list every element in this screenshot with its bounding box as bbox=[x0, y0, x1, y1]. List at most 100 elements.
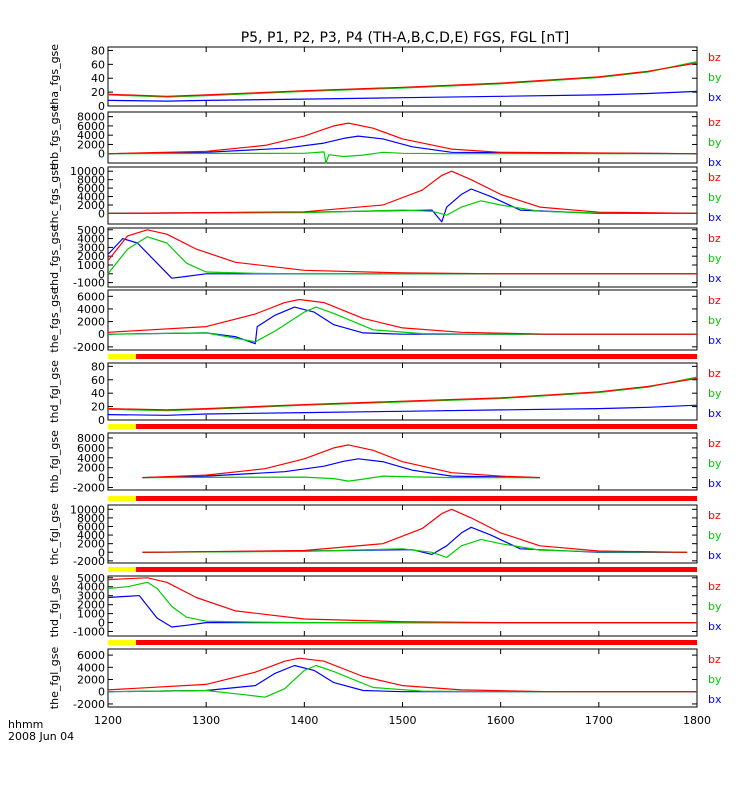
y-tick-label: 3000 bbox=[77, 590, 105, 603]
status-bar-red bbox=[136, 424, 697, 429]
status-bar-red bbox=[136, 567, 697, 572]
y-tick-label: 3000 bbox=[77, 241, 105, 254]
x-axis-label-hhmm: hhmm bbox=[8, 718, 43, 731]
legend-bz: bz bbox=[708, 116, 721, 129]
series-line-bx bbox=[107, 306, 697, 345]
series-line-by bbox=[142, 538, 688, 559]
x-axis-label-date: 2008 Jun 04 bbox=[8, 730, 74, 743]
series-line-by bbox=[107, 306, 697, 343]
y-tick-label: 10000 bbox=[70, 165, 105, 178]
y-tick-label: 8000 bbox=[77, 432, 105, 445]
y-axis-label: thc_fgl_gse bbox=[48, 503, 61, 565]
panel-frame bbox=[107, 504, 698, 564]
y-tick-label: 4000 bbox=[77, 233, 105, 246]
series-line-bz bbox=[107, 298, 697, 335]
series-line-bx bbox=[142, 458, 540, 479]
y-axis-label: thb_fgs_gse bbox=[48, 105, 61, 171]
series-line-bx bbox=[107, 664, 697, 693]
series-line-by bbox=[107, 376, 698, 412]
y-tick-label: 8000 bbox=[77, 174, 105, 187]
series-line-bz bbox=[107, 170, 698, 214]
x-tick-label: 1500 bbox=[389, 714, 417, 727]
panel-frame bbox=[107, 166, 698, 225]
y-tick-label: 4000 bbox=[77, 661, 105, 674]
legend-bx: bx bbox=[708, 156, 722, 169]
y-tick-label: 4000 bbox=[77, 529, 105, 542]
y-tick-label: 5000 bbox=[77, 572, 105, 585]
y-tick-label: 40 bbox=[91, 72, 105, 85]
panel-frame bbox=[107, 575, 698, 637]
legend-bx: bx bbox=[708, 620, 722, 633]
series-line-by bbox=[107, 151, 697, 164]
status-bar-yellow bbox=[108, 424, 136, 429]
legend-bz: bz bbox=[708, 509, 721, 522]
series-line-bx bbox=[107, 188, 697, 223]
y-tick-label: 80 bbox=[91, 44, 105, 57]
y-tick-label: 5000 bbox=[77, 224, 105, 237]
y-tick-label: 2000 bbox=[77, 316, 105, 329]
legend-by: by bbox=[708, 252, 722, 265]
panel-frame bbox=[107, 227, 698, 288]
status-bar-yellow bbox=[108, 496, 136, 501]
legend-bz: bz bbox=[708, 580, 721, 593]
y-tick-label: 6000 bbox=[77, 649, 105, 662]
y-tick-label: 6000 bbox=[77, 520, 105, 533]
series-line-by bbox=[107, 581, 697, 624]
y-tick-label: 2000 bbox=[77, 462, 105, 475]
series-line-bz bbox=[142, 444, 540, 479]
y-tick-label: 0 bbox=[98, 686, 105, 699]
x-axis: 1200 1300 1400 1500 1600 1700 1800 bbox=[94, 714, 711, 727]
x-tick-label: 1600 bbox=[487, 714, 515, 727]
legend-by: by bbox=[708, 457, 722, 470]
y-tick-label: 8000 bbox=[77, 512, 105, 525]
status-bar-red bbox=[136, 496, 697, 501]
y-tick-label: 10000 bbox=[70, 503, 105, 516]
y-tick-label: 1000 bbox=[77, 608, 105, 621]
y-tick-label: 8000 bbox=[77, 111, 105, 124]
y-tick-label: 0 bbox=[98, 100, 105, 113]
y-tick-label: 0 bbox=[98, 207, 105, 220]
y-tick-label: 20 bbox=[91, 401, 105, 414]
y-tick-label: 0 bbox=[98, 328, 105, 341]
series-line-bx bbox=[107, 404, 698, 416]
y-tick-label: 20 bbox=[91, 86, 105, 99]
status-bar-red bbox=[136, 354, 697, 359]
y-axis-label: the_fgs_gse bbox=[48, 287, 61, 352]
legend-by: by bbox=[708, 136, 722, 149]
y-tick-label: 4000 bbox=[77, 129, 105, 142]
y-tick-label: 0 bbox=[98, 617, 105, 630]
series-line-bz bbox=[107, 377, 698, 411]
panel-frame bbox=[107, 111, 698, 164]
legend-by: by bbox=[708, 600, 722, 613]
y-axis-label: thc_fgs_gse bbox=[48, 163, 61, 228]
y-tick-label: 1000 bbox=[77, 259, 105, 272]
y-tick-label: 60 bbox=[91, 58, 105, 71]
legend-by: by bbox=[708, 529, 722, 542]
series-line-bx bbox=[107, 90, 698, 102]
legend-bz: bz bbox=[708, 232, 721, 245]
y-tick-label: -2000 bbox=[73, 341, 105, 354]
series-line-bz bbox=[107, 229, 697, 275]
panel-frame bbox=[107, 289, 698, 351]
y-tick-label: 2000 bbox=[77, 138, 105, 151]
series-line-bz bbox=[107, 577, 697, 624]
series-line-by bbox=[107, 236, 697, 275]
y-tick-label: 2000 bbox=[77, 674, 105, 687]
x-tick-label: 1700 bbox=[585, 714, 613, 727]
series-line-by bbox=[107, 61, 698, 98]
y-tick-label: -2000 bbox=[73, 555, 105, 568]
y-axis-label: tha_fgs_gse bbox=[48, 44, 61, 109]
y-tick-label: 2000 bbox=[77, 250, 105, 263]
y-tick-label: 4000 bbox=[77, 452, 105, 465]
legend-bx: bx bbox=[708, 477, 722, 490]
x-tick-label: 1200 bbox=[94, 714, 122, 727]
y-axis-label: thd_fgs_gse bbox=[48, 225, 61, 291]
